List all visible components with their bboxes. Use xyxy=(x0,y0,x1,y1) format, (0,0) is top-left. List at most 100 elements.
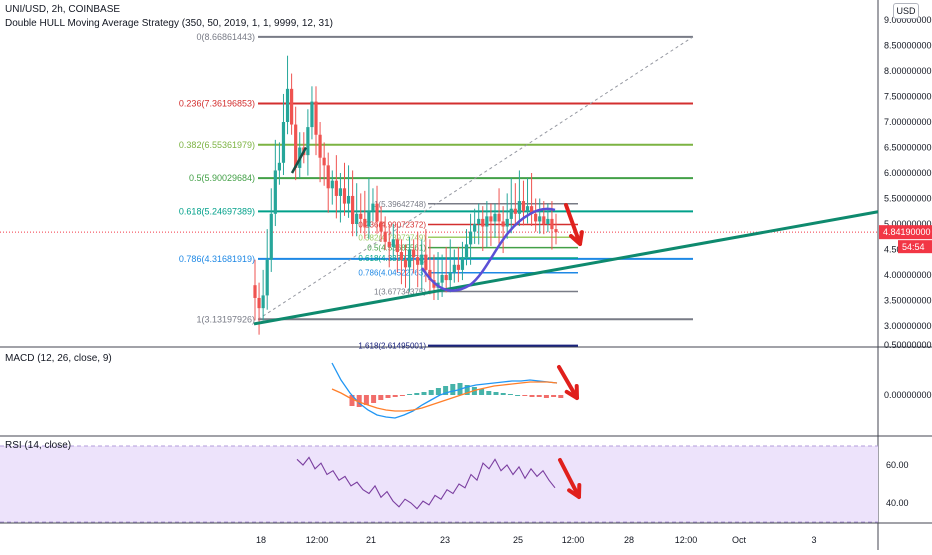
candle-body xyxy=(505,218,509,227)
down-arrow-head xyxy=(567,483,582,499)
inner-fib-label: 0.236(4.99072372) xyxy=(358,220,426,229)
macd-histogram-bar xyxy=(507,394,513,395)
candle-body xyxy=(428,269,432,281)
candle-body xyxy=(314,101,318,135)
macd-histogram-bar xyxy=(529,395,535,397)
time-axis-tick: Oct xyxy=(732,535,747,545)
candle-body xyxy=(473,224,477,232)
macd-histogram-bar xyxy=(428,390,434,395)
macd-histogram-bar xyxy=(543,395,549,398)
candle-body xyxy=(538,216,542,222)
macd-histogram-bar xyxy=(486,391,492,395)
candle-body xyxy=(273,170,277,214)
fib-extension-label: 1.618(2.61495001) xyxy=(358,342,426,351)
inner-fib-label: 1(3.67734375) xyxy=(374,287,426,296)
macd-legend[interactable]: MACD (12, 26, close, 9) xyxy=(5,353,112,364)
price-axis-tick: 6.00000000 xyxy=(884,168,932,178)
rsi-axis-tick: 60.00 xyxy=(886,460,909,470)
strategy-legend[interactable]: Double HULL Moving Average Strategy (350… xyxy=(5,18,333,29)
macd-histogram-bar xyxy=(356,395,362,407)
inner-fib-label: 1(5.39642748) xyxy=(374,200,426,209)
down-arrow-head xyxy=(564,384,579,400)
candle-body xyxy=(294,124,298,168)
candle-body xyxy=(285,88,290,122)
candle-body xyxy=(525,206,530,212)
candle-body xyxy=(359,213,363,219)
candle-body xyxy=(521,201,526,212)
candle-body xyxy=(489,216,493,222)
rsi-legend[interactable]: RSI (14, close) xyxy=(5,440,72,451)
time-axis-tick: 12:00 xyxy=(306,535,329,545)
candle-body xyxy=(513,208,517,214)
candle-body xyxy=(403,259,408,268)
fib-level-label: 0.382(6.55361979) xyxy=(179,140,255,150)
rsi-band xyxy=(0,446,878,522)
macd-histogram-bar xyxy=(435,388,441,395)
macd-histogram-bar xyxy=(515,395,521,396)
macd-histogram-bar xyxy=(349,395,355,406)
macd-histogram-bar xyxy=(421,392,427,395)
candle-body xyxy=(399,252,404,260)
candle-body xyxy=(509,208,513,219)
short-trend-segment xyxy=(290,146,308,174)
down-arrow xyxy=(558,458,581,499)
fib-level-label: 0(8.66861443) xyxy=(196,32,255,42)
countdown-badge xyxy=(898,240,932,254)
down-arrow-head xyxy=(569,230,584,246)
fib-level-label: 1(3.13197926) xyxy=(196,314,255,324)
candle-body xyxy=(534,213,538,222)
inner-fib-label: 0.618(4.33397373) xyxy=(358,254,426,263)
candle-body xyxy=(554,229,558,233)
candle-body xyxy=(481,218,485,227)
candle-body xyxy=(265,259,269,296)
time-axis-tick: 3 xyxy=(811,535,816,545)
candle-body xyxy=(444,275,448,281)
macd-axis-tick: 0.00000000 xyxy=(884,390,932,400)
blue-curve xyxy=(420,207,556,292)
time-axis-tick: 25 xyxy=(513,535,523,545)
price-axis-tick: 7.00000000 xyxy=(884,117,932,127)
time-axis-tick: 28 xyxy=(624,535,634,545)
symbol-title[interactable]: UNI/USD, 2h, COINBASE xyxy=(5,4,121,15)
macd-histogram-bar xyxy=(493,392,499,395)
candle-body xyxy=(501,221,505,227)
macd-axis-tick: 0.50000000 xyxy=(884,340,932,350)
candle-body xyxy=(460,257,465,270)
candle-body xyxy=(383,231,387,242)
currency-button[interactable]: USD xyxy=(893,3,919,19)
price-axis-tick: 6.50000000 xyxy=(884,143,932,153)
candle-body xyxy=(407,249,412,268)
candle-body xyxy=(334,180,338,196)
price-axis-tick: 8.50000000 xyxy=(884,41,932,51)
candle-body xyxy=(277,162,282,171)
macd-histogram-bar xyxy=(500,393,506,395)
macd-histogram-bar xyxy=(558,395,564,398)
candle-body xyxy=(257,297,261,309)
macd-histogram-bar xyxy=(414,393,420,395)
rsi-axis-tick: 40.00 xyxy=(886,498,909,508)
candle-body xyxy=(529,206,534,214)
support-trendline xyxy=(253,210,879,326)
candle-body xyxy=(468,231,473,245)
candle-body xyxy=(379,221,383,232)
time-axis-tick: 12:00 xyxy=(675,535,698,545)
last-price-value: 4.84190000 xyxy=(883,227,931,237)
down-arrow xyxy=(564,203,582,246)
macd-histogram-bar xyxy=(385,395,391,398)
macd-histogram-bar xyxy=(363,395,369,405)
candle-body xyxy=(290,88,294,125)
candle-body xyxy=(387,241,391,247)
macd-histogram-bar xyxy=(551,395,557,397)
price-axis-tick: 9.00000000 xyxy=(884,15,932,25)
price-axis-tick: 4.00000000 xyxy=(884,270,932,280)
candle-body xyxy=(342,188,347,204)
candle-body xyxy=(351,195,355,224)
candle-body xyxy=(306,127,310,156)
fib-level-label: 0.618(5.24697389) xyxy=(179,206,255,216)
candle-body xyxy=(253,285,257,298)
candle-body xyxy=(338,188,343,196)
candle-body xyxy=(391,239,395,247)
candle-body xyxy=(485,216,489,227)
